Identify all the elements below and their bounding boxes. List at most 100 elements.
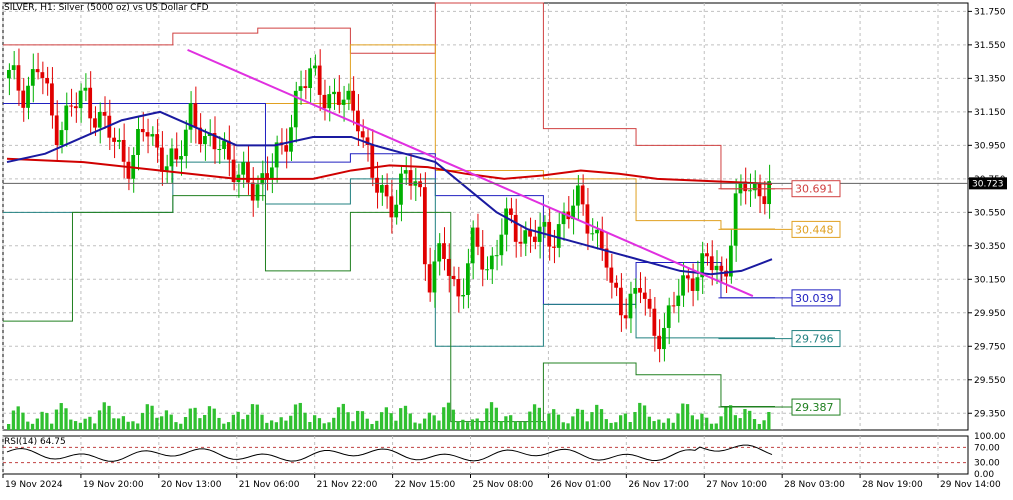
volume-bar bbox=[112, 418, 116, 430]
y-tick-label: 31.150 bbox=[974, 108, 1006, 118]
candle-body bbox=[585, 204, 590, 234]
candle-body bbox=[762, 196, 767, 205]
candle-body bbox=[351, 90, 356, 111]
volume-bar bbox=[427, 412, 432, 430]
x-tick-label: 22 Nov 15:00 bbox=[395, 480, 456, 490]
rsi-indicator-label: RSI(14) 64.75 bbox=[4, 437, 66, 447]
candle-body bbox=[748, 190, 752, 192]
volume-bar bbox=[265, 422, 269, 430]
volume-bar bbox=[250, 404, 255, 430]
volume-bar bbox=[647, 416, 651, 430]
volume-bar bbox=[69, 419, 73, 430]
volume-bar bbox=[193, 407, 197, 430]
volume-bar bbox=[446, 402, 451, 430]
volume-bar bbox=[336, 407, 341, 430]
candle-body bbox=[164, 166, 169, 172]
y-tick-label: 31.350 bbox=[974, 74, 1006, 84]
candle-body bbox=[709, 256, 714, 271]
volume-bar bbox=[552, 409, 556, 430]
volume-bar bbox=[7, 424, 11, 430]
candle-body bbox=[97, 112, 102, 128]
level-label-box bbox=[791, 398, 841, 416]
volume-bar bbox=[308, 421, 312, 430]
price-channel-line bbox=[3, 44, 775, 230]
candle-body bbox=[250, 182, 255, 201]
volume-bar bbox=[59, 403, 63, 430]
candle-body bbox=[150, 134, 155, 137]
candle-body bbox=[269, 167, 274, 180]
volume-bar bbox=[733, 415, 738, 430]
volume-bar bbox=[619, 415, 623, 430]
volume-bar bbox=[652, 421, 656, 430]
candle-body bbox=[767, 181, 771, 205]
volume-bar bbox=[532, 404, 537, 430]
candle-body bbox=[35, 69, 40, 73]
volume-bar bbox=[150, 405, 154, 430]
volume-bar bbox=[728, 405, 733, 430]
volume-bar bbox=[351, 421, 355, 430]
volume-bar bbox=[547, 413, 551, 430]
volume-bar bbox=[260, 414, 264, 430]
candle-body bbox=[226, 140, 231, 160]
volume-bar bbox=[379, 412, 384, 430]
y-tick-label: 30.150 bbox=[974, 275, 1006, 285]
candle-body bbox=[21, 90, 26, 108]
candle-body bbox=[389, 196, 394, 218]
candle-body bbox=[255, 184, 260, 201]
level-label: 29.796 bbox=[795, 333, 834, 346]
candle-body bbox=[595, 229, 599, 234]
candle-body bbox=[561, 211, 566, 225]
candle-body bbox=[647, 298, 652, 309]
candle-body bbox=[145, 132, 150, 137]
volume-bar bbox=[504, 416, 508, 430]
volume-bar bbox=[102, 402, 106, 430]
price-channel-line bbox=[3, 2, 775, 190]
volume-bar bbox=[403, 405, 408, 430]
candle-body bbox=[509, 208, 513, 215]
candle-body bbox=[466, 263, 470, 295]
y-tick-label: 30.950 bbox=[974, 141, 1006, 151]
candle-body bbox=[657, 335, 662, 350]
candle-body bbox=[690, 278, 695, 291]
candle-body bbox=[619, 287, 623, 316]
volume-bar bbox=[246, 414, 250, 430]
rsi-level-label: 100.00 bbox=[974, 432, 1006, 442]
candle-body bbox=[121, 139, 126, 162]
volume-bar bbox=[408, 413, 412, 430]
volume-bar bbox=[676, 413, 680, 430]
volume-bar bbox=[757, 423, 761, 430]
volume-bar bbox=[475, 418, 479, 430]
current-price-label: 30.723 bbox=[972, 179, 1004, 189]
volume-bar bbox=[523, 421, 527, 430]
volume-bar bbox=[509, 415, 513, 430]
candle-body bbox=[179, 156, 183, 160]
volume-bar bbox=[518, 422, 522, 430]
candle-body bbox=[528, 230, 532, 237]
candle-body bbox=[743, 181, 748, 192]
candle-body bbox=[642, 292, 647, 299]
candle-body bbox=[59, 130, 64, 146]
volume-bar bbox=[466, 422, 470, 430]
candle-body bbox=[126, 161, 131, 179]
volume-bar bbox=[561, 422, 565, 430]
candle-body bbox=[212, 133, 217, 150]
volume-bar bbox=[136, 423, 140, 430]
volume-bar bbox=[212, 408, 216, 430]
candle-body bbox=[494, 255, 499, 257]
volume-bar bbox=[289, 415, 293, 430]
candle-body bbox=[523, 230, 528, 244]
candle-body bbox=[427, 264, 432, 293]
candle-body bbox=[332, 91, 336, 95]
candle-body bbox=[69, 105, 73, 107]
volume-bar bbox=[83, 418, 87, 430]
candle-body bbox=[341, 99, 346, 105]
trendline bbox=[187, 48, 754, 297]
volume-bar bbox=[322, 423, 326, 430]
volume-bar bbox=[590, 412, 594, 430]
volume-bar bbox=[50, 423, 54, 430]
candle-body bbox=[532, 236, 537, 242]
volume-bar bbox=[332, 417, 336, 430]
candle-body bbox=[222, 140, 226, 150]
